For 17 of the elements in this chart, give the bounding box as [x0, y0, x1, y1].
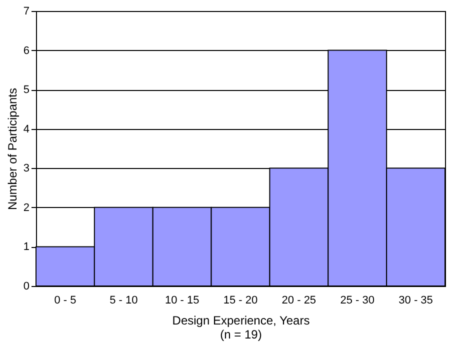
y-tick-label: 1 [23, 241, 30, 254]
y-axis-title: Number of Participants [5, 88, 20, 210]
y-tick-label: 4 [23, 123, 30, 136]
x-tick-label: 10 - 15 [164, 294, 200, 306]
y-tick-label: 7 [23, 6, 30, 18]
x-tick-label: 25 - 30 [340, 294, 374, 306]
y-tick-label: 6 [23, 44, 30, 57]
x-tick-label: 0 - 5 [54, 294, 76, 306]
x-tick-label: 20 - 25 [282, 294, 316, 306]
y-tick-label: 2 [23, 202, 30, 214]
x-tick-label: 30 - 35 [398, 294, 433, 306]
y-tick-label: 3 [23, 162, 30, 175]
y-tick-label: 0 [23, 280, 30, 292]
y-tick-label: 5 [23, 84, 30, 96]
x-tick-label: 15 - 20 [223, 294, 258, 306]
x-axis-title: Design Experience, Years (n = 19) [172, 314, 310, 342]
x-tick-label: 5 - 10 [110, 294, 138, 306]
